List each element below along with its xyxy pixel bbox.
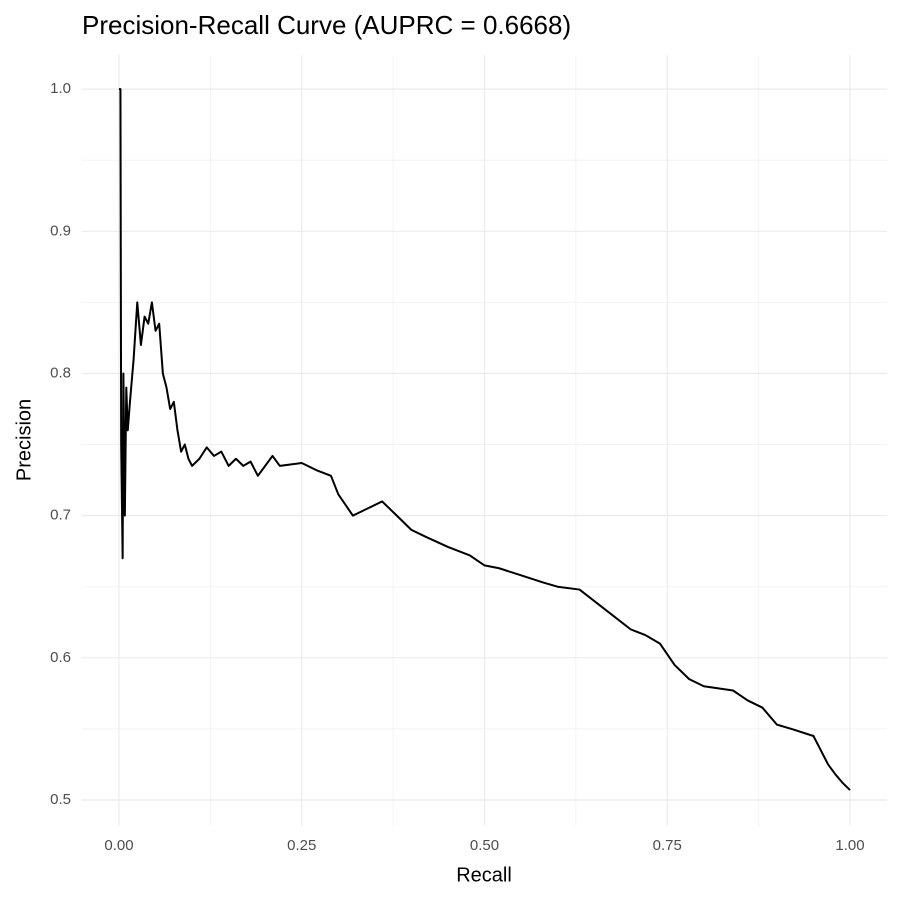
y-tick-label: 0.7 (50, 507, 71, 524)
x-tick-label: 1.00 (835, 837, 864, 854)
y-tick-label: 1.0 (50, 80, 71, 97)
chart-title: Precision-Recall Curve (AUPRC = 0.6668) (82, 10, 571, 40)
y-tick-label: 0.9 (50, 222, 71, 239)
y-tick-label: 0.5 (50, 791, 71, 808)
y-tick-label: 0.6 (50, 649, 71, 666)
x-tick-label: 0.75 (653, 837, 682, 854)
x-tick-label: 0.50 (470, 837, 499, 854)
x-axis-title: Recall (456, 864, 512, 886)
y-axis-title: Precision (13, 399, 35, 481)
pr-curve (118, 88, 851, 791)
x-tick-label: 0.25 (287, 837, 316, 854)
x-tick-label: 0.00 (104, 837, 133, 854)
y-tick-label: 0.8 (50, 364, 71, 381)
